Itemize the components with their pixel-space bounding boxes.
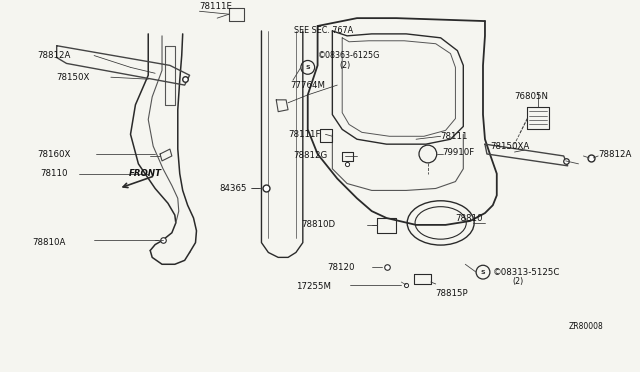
Text: 84365: 84365 — [219, 184, 246, 193]
Text: 78160X: 78160X — [37, 150, 70, 158]
Text: 76805N: 76805N — [515, 92, 548, 102]
Text: 78810: 78810 — [456, 214, 483, 222]
Text: 78111F: 78111F — [288, 130, 321, 139]
Text: ©08313-5125C: ©08313-5125C — [493, 267, 560, 277]
Text: S: S — [305, 65, 310, 70]
Text: 78110: 78110 — [40, 169, 67, 178]
Text: 78111E: 78111E — [200, 2, 232, 11]
Text: 78812A: 78812A — [598, 150, 632, 158]
Text: (2): (2) — [339, 61, 351, 70]
Text: 78812G: 78812G — [293, 151, 327, 160]
Text: FRONT: FRONT — [129, 169, 161, 178]
Text: 78150X: 78150X — [57, 73, 90, 82]
Text: 77764M: 77764M — [290, 81, 325, 90]
Text: 79910F: 79910F — [443, 148, 475, 157]
Text: 78810A: 78810A — [32, 238, 65, 247]
Text: 78120: 78120 — [328, 263, 355, 272]
Text: 78810D: 78810D — [301, 220, 335, 230]
Text: 78111: 78111 — [441, 132, 468, 141]
Text: ZR80008: ZR80008 — [569, 322, 604, 331]
Text: S: S — [481, 270, 485, 275]
Text: ©08363-6125G: ©08363-6125G — [317, 51, 380, 60]
Text: SEE SEC. 767A: SEE SEC. 767A — [294, 26, 353, 35]
Text: 78150XA: 78150XA — [490, 142, 529, 151]
Text: 78812A: 78812A — [37, 51, 70, 60]
Text: 17255M: 17255M — [296, 282, 331, 291]
Text: 78815P: 78815P — [436, 289, 468, 298]
Text: (2): (2) — [513, 278, 524, 286]
